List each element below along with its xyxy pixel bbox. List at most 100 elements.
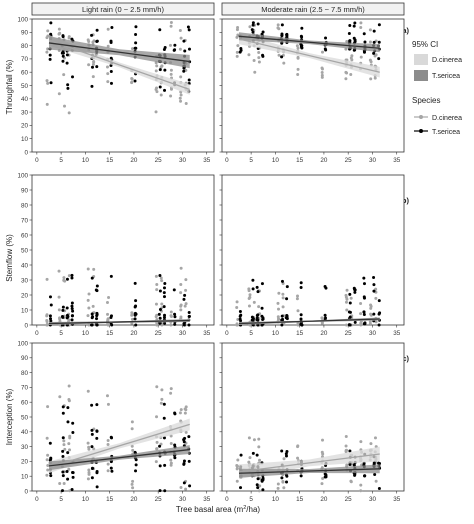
- data-point: [251, 278, 255, 282]
- y-tick-label: 100: [17, 340, 28, 347]
- y-tick-label: 50: [21, 83, 29, 90]
- fit-line-dcinerea: [48, 423, 190, 468]
- data-point: [296, 323, 300, 327]
- data-point: [285, 480, 289, 484]
- data-point: [276, 301, 280, 305]
- data-point: [285, 313, 289, 317]
- data-point: [282, 61, 286, 65]
- data-point: [255, 453, 259, 457]
- data-point: [107, 295, 111, 299]
- data-point: [57, 295, 61, 299]
- data-point: [324, 48, 328, 52]
- data-point: [154, 460, 158, 464]
- x-tick-label: 5: [59, 157, 63, 164]
- data-point: [377, 299, 381, 303]
- legend: 95% CI D.cinerea T.sericea Species D.cin…: [412, 40, 462, 136]
- panel-c-light: 0 10 20 30 40 50 60 70 80 90 100 0 5 10 15 20 25 30 35: [17, 340, 215, 503]
- data-point: [285, 474, 289, 478]
- data-point: [182, 69, 186, 73]
- data-point: [131, 448, 135, 452]
- data-point: [106, 44, 110, 48]
- data-point: [45, 277, 49, 281]
- y-tick-label: 30: [21, 109, 29, 116]
- data-point: [158, 68, 162, 72]
- x-tick-label: 15: [106, 496, 114, 503]
- data-point: [134, 299, 138, 303]
- data-point: [58, 316, 62, 320]
- data-point: [276, 26, 280, 30]
- data-point: [45, 50, 49, 54]
- data-point: [257, 51, 261, 55]
- data-point: [182, 481, 186, 485]
- data-point: [157, 312, 161, 316]
- data-point: [348, 449, 352, 453]
- data-point: [133, 450, 137, 454]
- data-point: [186, 25, 190, 29]
- data-point: [299, 313, 303, 317]
- x-tick-label: 20: [320, 330, 328, 337]
- data-point: [359, 483, 363, 487]
- x-tick-label: 15: [106, 157, 114, 164]
- data-point: [155, 447, 159, 451]
- data-point: [248, 295, 252, 299]
- fit-line-dcinerea: [238, 38, 380, 73]
- data-point: [46, 453, 50, 457]
- y-tick-label: 0: [24, 149, 28, 156]
- data-point: [372, 283, 376, 287]
- data-point: [348, 292, 352, 296]
- data-point: [345, 308, 349, 312]
- y-tick-label: 60: [21, 400, 29, 407]
- x-tick-label: 25: [155, 157, 163, 164]
- data-point: [188, 484, 192, 488]
- data-point: [163, 321, 167, 325]
- data-point: [353, 320, 357, 324]
- data-point: [258, 458, 262, 462]
- data-point: [280, 314, 284, 318]
- data-point: [154, 302, 158, 306]
- x-tick-label: 15: [296, 157, 304, 164]
- x-tick-label: 30: [179, 157, 187, 164]
- data-point: [169, 441, 173, 445]
- data-point: [261, 316, 265, 320]
- data-point: [179, 266, 183, 270]
- data-point: [61, 405, 65, 409]
- x-tick-label: 20: [130, 330, 138, 337]
- data-point: [285, 449, 289, 453]
- data-point: [87, 447, 91, 451]
- data-point: [109, 70, 113, 74]
- legend-species-point-dcinerea: [419, 115, 423, 119]
- data-point: [134, 41, 138, 45]
- x-tick-label: 5: [249, 157, 253, 164]
- data-point: [106, 443, 110, 447]
- y-tick-label: 20: [21, 292, 29, 299]
- data-point: [131, 479, 135, 483]
- data-point: [261, 53, 265, 57]
- data-point: [65, 470, 69, 474]
- data-point: [68, 434, 72, 438]
- data-point: [277, 53, 281, 57]
- data-point: [159, 65, 163, 69]
- data-point: [63, 447, 67, 451]
- data-point: [58, 395, 62, 399]
- y-tick-label: 100: [17, 172, 28, 179]
- data-point: [45, 314, 49, 318]
- data-point: [90, 316, 94, 320]
- y-tick-label: 70: [21, 56, 29, 63]
- data-point: [86, 298, 90, 302]
- data-point: [110, 469, 114, 473]
- panel-label-b: (b): [399, 196, 409, 205]
- data-point: [374, 296, 378, 300]
- data-point: [92, 60, 96, 64]
- x-tick-label: 5: [59, 330, 63, 337]
- y-tick-label: 30: [21, 277, 29, 284]
- data-point: [45, 436, 49, 440]
- data-point: [236, 317, 240, 321]
- data-point: [252, 58, 256, 62]
- data-point: [248, 293, 252, 297]
- data-point: [349, 479, 353, 483]
- data-point: [362, 50, 366, 54]
- data-point: [347, 32, 351, 36]
- data-point: [300, 44, 304, 48]
- data-point: [255, 285, 259, 289]
- data-point: [363, 40, 367, 44]
